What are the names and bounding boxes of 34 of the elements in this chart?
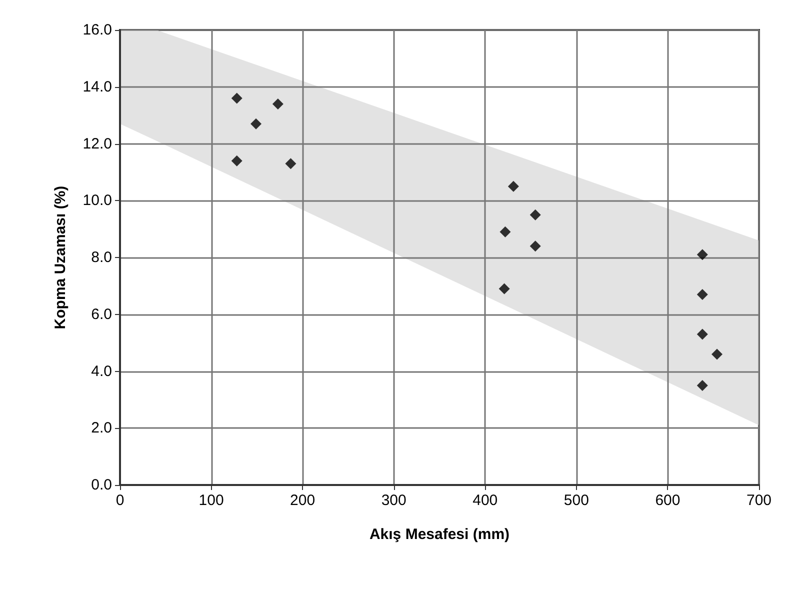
point xyxy=(231,92,242,104)
point xyxy=(231,155,242,166)
y-tick-label: 16.0 xyxy=(82,22,112,38)
x-tick-label: 500 xyxy=(564,492,589,509)
point xyxy=(250,118,262,130)
x-tick-label: 400 xyxy=(472,492,498,509)
y-axis-title: Kopma Uzaması (%) xyxy=(52,186,69,330)
point xyxy=(696,380,708,391)
x-tick-label: 100 xyxy=(198,492,224,509)
point xyxy=(285,158,296,170)
x-tick-label: 600 xyxy=(655,492,680,509)
y-tick-label: 12.0 xyxy=(82,135,112,152)
y-tick-label: 14.0 xyxy=(82,78,112,96)
point xyxy=(696,249,708,260)
y-tick-label: 4.0 xyxy=(91,362,112,380)
point xyxy=(530,209,541,220)
y-tick-label: 6.0 xyxy=(91,306,112,323)
y-tick-label: 8.0 xyxy=(91,249,112,266)
point xyxy=(272,98,284,110)
point xyxy=(508,180,519,192)
point xyxy=(712,348,723,360)
y-tick-label: 10.0 xyxy=(82,192,112,210)
x-tick-label: 300 xyxy=(381,492,406,509)
point xyxy=(498,283,510,294)
y-tick-label: 2.0 xyxy=(91,420,112,437)
x-tick-label: 700 xyxy=(746,492,772,509)
point xyxy=(500,226,511,238)
x-tick-label: 200 xyxy=(290,492,316,509)
x-tick-label: 0 xyxy=(116,492,124,509)
point xyxy=(696,288,708,300)
x-axis-title: Akış Mesafesi (mm) xyxy=(369,526,510,543)
point xyxy=(696,328,708,340)
point xyxy=(530,240,541,252)
y-tick-label: 0.0 xyxy=(91,476,112,494)
